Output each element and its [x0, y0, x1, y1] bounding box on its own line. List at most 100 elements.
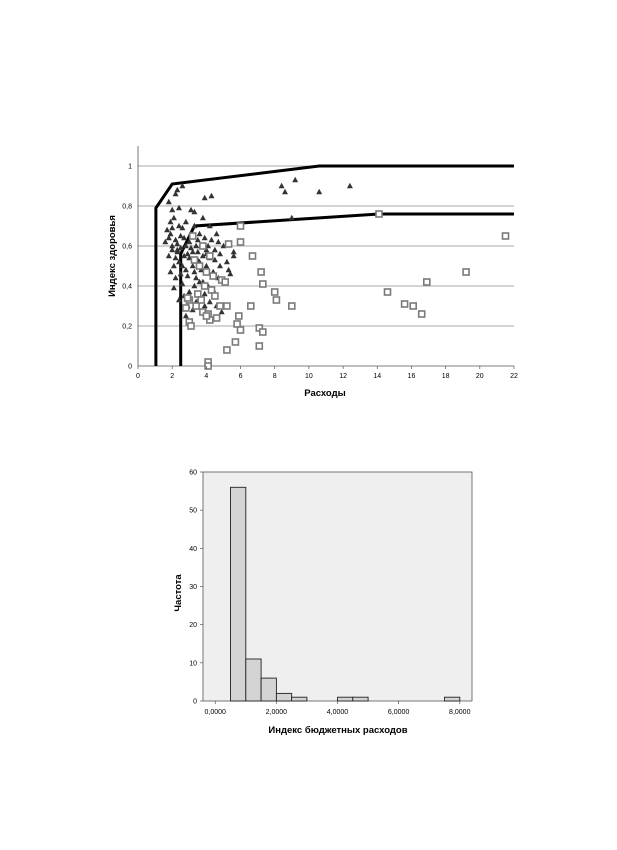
square-point — [383, 288, 392, 296]
triangle-point — [176, 296, 182, 303]
square-point — [422, 278, 431, 286]
triangle-point — [188, 244, 194, 251]
y-tick-label: 0,4 — [122, 284, 132, 291]
y-tick-label: 60 — [189, 470, 197, 477]
square-point — [194, 290, 202, 298]
triangle-point — [223, 258, 230, 265]
y-tick-label: 10 — [189, 660, 197, 667]
histogram-bar — [260, 677, 277, 702]
triangle-point — [170, 262, 177, 269]
triangle-point — [292, 176, 299, 183]
triangle-point — [170, 214, 177, 221]
x-tick-label: 4,0000 — [327, 709, 349, 716]
square-point — [270, 288, 279, 296]
square-point — [375, 210, 383, 218]
triangle-point — [184, 272, 191, 279]
triangle-point — [206, 298, 213, 305]
triangle-point — [193, 274, 200, 281]
x-tick-label: 6,0000 — [388, 709, 410, 716]
square-point — [204, 362, 212, 370]
square-point — [400, 300, 409, 308]
square-point — [259, 280, 267, 288]
frontier-line-1 — [154, 164, 514, 366]
square-point — [202, 268, 211, 276]
triangle-point — [230, 252, 237, 259]
triangle-point — [169, 242, 176, 249]
square-point — [259, 328, 267, 336]
triangle-point — [177, 232, 184, 239]
square-point — [233, 320, 241, 328]
triangle-point — [199, 214, 206, 221]
triangle-point — [201, 234, 208, 241]
histogram-bar — [337, 696, 354, 702]
triangle-point — [208, 192, 215, 199]
triangle-point — [164, 226, 171, 233]
triangle-point — [179, 182, 186, 189]
x-tick-label: 16 — [408, 373, 416, 380]
triangle-point — [191, 222, 198, 229]
triangle-point — [199, 252, 206, 259]
square-point — [188, 232, 197, 240]
histogram-bar — [291, 696, 308, 702]
square-point — [272, 296, 281, 304]
triangle-point — [282, 188, 288, 195]
triangle-point — [203, 262, 210, 269]
scatter-axes — [137, 146, 514, 367]
triangle-point — [217, 250, 223, 257]
square-point — [501, 232, 510, 240]
square-point — [409, 302, 418, 310]
triangle-point — [189, 262, 196, 269]
triangle-point — [211, 246, 218, 253]
histogram-bar — [245, 658, 262, 702]
triangle-point — [191, 208, 198, 215]
triangle-point — [177, 270, 184, 277]
square-point — [248, 252, 257, 260]
square-point — [182, 304, 190, 312]
square-point — [207, 286, 216, 294]
triangle-point — [225, 266, 232, 273]
histogram-bar — [444, 696, 461, 702]
histogram-bar — [275, 692, 293, 702]
triangle-point — [174, 248, 181, 255]
triangle-point — [167, 230, 174, 237]
triangle-point — [165, 198, 172, 205]
triangle-point — [167, 268, 174, 275]
triangle-point — [169, 246, 176, 253]
square-point — [195, 262, 204, 270]
x-tick-label: 8 — [273, 373, 277, 380]
triangle-point — [193, 242, 200, 249]
x-tick-label: 2 — [170, 373, 174, 380]
triangle-point — [218, 308, 225, 315]
triangle-point — [191, 282, 198, 289]
triangle-point — [201, 302, 208, 309]
triangle-point — [181, 252, 188, 259]
x-tick-label: 20 — [476, 373, 484, 380]
triangle-point — [316, 188, 323, 195]
x-tick-label: 0 — [136, 373, 140, 380]
square-point — [257, 268, 265, 276]
triangle-point — [211, 256, 218, 263]
triangle-point — [201, 290, 208, 297]
triangle-point — [186, 288, 193, 295]
triangle-point — [288, 214, 295, 221]
square-point — [197, 296, 205, 304]
triangle-point — [174, 186, 181, 193]
triangle-point — [213, 230, 220, 237]
square-point — [183, 294, 192, 302]
y-tick-label: 0 — [128, 364, 132, 371]
square-point — [231, 338, 240, 346]
square-point — [223, 346, 231, 354]
square-point — [190, 256, 199, 264]
square-point — [462, 268, 470, 276]
histogram-bar — [352, 696, 369, 702]
y-tick-label: 40 — [189, 546, 197, 553]
triangle-point — [165, 234, 172, 241]
triangle-point — [191, 268, 198, 275]
square-point — [199, 242, 207, 250]
square-point — [209, 272, 217, 280]
y-tick-label: 30 — [189, 584, 197, 591]
triangle-point — [182, 242, 189, 249]
square-point — [212, 314, 221, 322]
square-point — [236, 326, 245, 334]
x-tick-label: 10 — [305, 373, 313, 380]
